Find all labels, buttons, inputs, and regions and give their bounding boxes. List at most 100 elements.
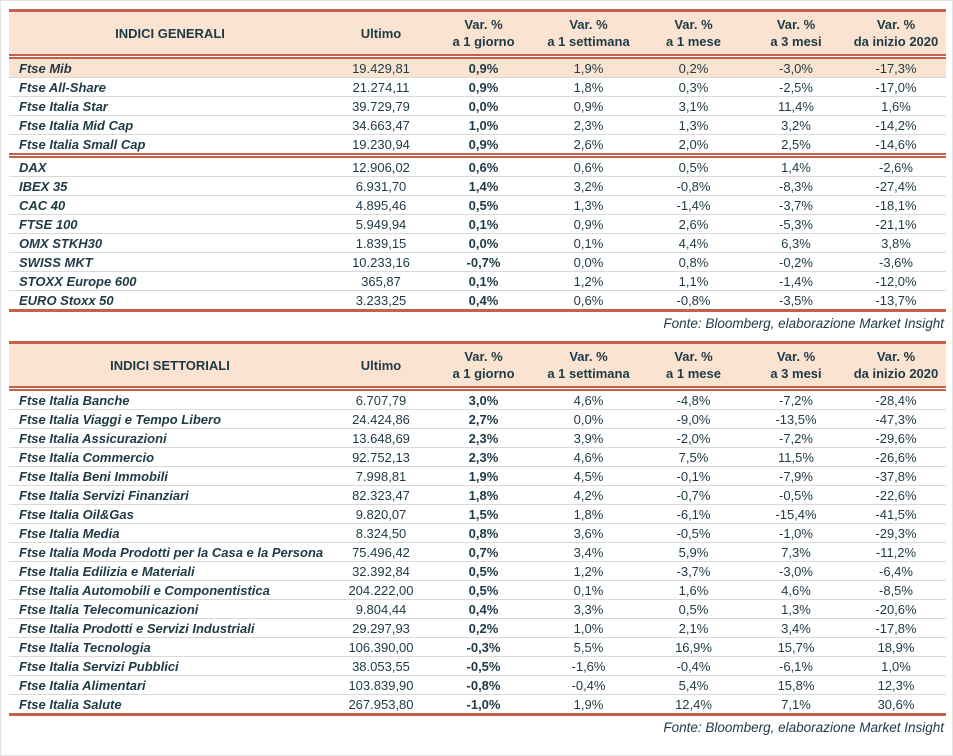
ultimo-value: 19.429,81 [331,58,431,78]
index-name: CAC 40 [9,195,331,215]
ultimo-value: 29.297,93 [331,618,431,638]
var-1-mese-value: 2,6% [641,214,746,234]
col-header-var-1-giorno: Var. % a 1 giorno [431,10,536,55]
var-1-giorno-value: 0,9% [431,58,536,78]
var-1-giorno-value: 2,3% [431,447,536,467]
var-1-mese-value: 2,0% [678,137,709,152]
table-title: INDICI SETTORIALI [9,342,331,387]
var-3-mesi-value: 3,2% [746,115,846,135]
var-1-mese-value: -0,8% [676,293,711,308]
table-row: Ftse Italia Mid Cap 34.663,47 1,0% 2,3% 1,3%… [9,115,946,135]
ultimo-value: 6.931,70 [331,176,431,196]
col-header-var-inizio-2020: Var. % da inizio 2020 [846,342,946,387]
var-1-settimana-value: 1,9% [573,697,604,712]
index-name: Ftse Italia Servizi Pubblici [9,656,331,676]
var-3-mesi-value: 15,8% [746,675,846,695]
indici-settoriali-table: INDICI SETTORIALI Ultimo Var. % a 1 gior… [9,341,946,716]
var-1-giorno-value: 0,1% [431,271,536,291]
var-1-mese-value: -0,8% [641,176,746,196]
var-label: Var. % [776,349,816,364]
index-name: DAX [9,157,331,177]
var-inizio-2020-value: -41,5% [846,504,946,524]
source-note: Fonte: Bloomberg, elaborazione Market In… [663,720,944,735]
var-inizio-2020-value: -29,6% [846,428,946,448]
var-1-settimana-value: 3,3% [536,599,641,619]
var-3-mesi-value: -0,2% [746,252,846,272]
col-header-var-1-mese: Var. % a 1 mese [641,342,746,387]
var-1-mese-value: 0,2% [641,58,746,78]
var-1-giorno-value: 0,9% [431,77,536,97]
index-name: OMX STKH30 [9,233,331,253]
var-1-mese-value: 0,5% [641,599,746,619]
var-label: Var. % [464,349,503,364]
var-inizio-2020-value: 3,8% [846,233,946,253]
ultimo-value: 103.839,90 [331,675,431,695]
var-1-settimana-value: 2,6% [573,137,604,152]
var-1-settimana-value: 5,5% [536,637,641,657]
var-3-mesi-value: -1,4% [746,271,846,291]
table-row: Ftse All-Share 21.274,11 0,9% 1,8% 0,3% -2,5%… [9,77,946,97]
index-name: Ftse Italia Oil&Gas [9,504,331,524]
var-3-mesi-value: 7,1% [781,697,811,712]
group-separator [9,153,946,158]
ultimo-value: 75.496,42 [331,542,431,562]
ultimo-value: 21.274,11 [331,77,431,97]
ultimo-value: 82.323,47 [331,485,431,505]
table-row: Ftse Italia Commercio 92.752,13 2,3% 4,6% 7,… [9,447,946,467]
index-name: Ftse Italia Edilizia e Materiali [9,561,331,581]
var-1-settimana-value: 0,0% [536,252,641,272]
var-period: a 3 mesi [770,366,822,381]
var-1-settimana-value: 0,9% [536,96,641,116]
var-1-settimana-value: 0,6% [536,157,641,177]
var-inizio-2020-value: -12,0% [846,271,946,291]
index-name: Ftse Italia Alimentari [9,675,331,695]
var-label: Var. % [464,17,503,32]
var-1-settimana-value: 3,9% [536,428,641,448]
var-label: Var. % [876,17,916,32]
index-name: IBEX 35 [9,176,331,196]
table-row: STOXX Europe 600 365,87 0,1% 1,2% 1,1% -1,4% -… [9,271,946,291]
var-1-giorno-value: 0,1% [431,214,536,234]
var-label: Var. % [674,17,713,32]
table-row: DAX 12.906,02 0,6% 0,6% 0,5% 1,4% -2,6% [9,157,946,177]
table-row: EURO Stoxx 50 3.233,25 0,4% 0,6% -0,8% -3,5% -… [9,291,946,311]
var-1-settimana-value: 4,5% [536,466,641,486]
var-1-settimana-value: 0,9% [536,214,641,234]
var-label: Var. % [876,349,916,364]
var-1-giorno-value: -0,8% [431,675,536,695]
var-inizio-2020-value: 1,6% [846,96,946,116]
var-1-giorno-value: 0,2% [431,618,536,638]
var-3-mesi-value: 11,5% [746,447,846,467]
ultimo-value: 6.707,79 [331,390,431,410]
ultimo-value: 106.390,00 [331,637,431,657]
var-1-mese-value: 0,3% [641,77,746,97]
var-label: Var. % [776,17,816,32]
var-1-giorno-value: 0,9% [468,137,499,152]
var-1-giorno-value: 0,5% [431,195,536,215]
var-period: da inizio 2020 [853,34,939,49]
var-3-mesi-value: -5,3% [746,214,846,234]
table-row: Ftse Italia Beni Immobili 7.998,81 1,9% 4,5… [9,466,946,486]
var-1-mese-value: -0,1% [641,466,746,486]
var-period: a 1 giorno [452,366,515,381]
var-inizio-2020-value: -21,1% [846,214,946,234]
var-inizio-2020-value: 18,9% [846,637,946,657]
var-period: a 1 mese [666,366,721,381]
var-1-settimana-value: 4,2% [536,485,641,505]
ultimo-value: 7.998,81 [331,466,431,486]
var-1-settimana-value: 3,2% [536,176,641,196]
ultimo-value: 13.648,69 [331,428,431,448]
col-header-var-3-mesi: Var. % a 3 mesi [746,10,846,55]
var-1-giorno-value: 0,0% [431,96,536,116]
table-row: Ftse Italia Servizi Finanziari 82.323,47 1… [9,485,946,505]
index-name: Ftse Italia Assicurazioni [9,428,331,448]
ultimo-value: 9.820,07 [331,504,431,524]
var-1-mese-value: 5,4% [641,675,746,695]
var-1-mese-value: 1,1% [641,271,746,291]
index-name: EURO Stoxx 50 [19,293,114,308]
col-header-var-1-mese: Var. % a 1 mese [641,10,746,55]
var-inizio-2020-value: -18,1% [846,195,946,215]
var-1-mese-value: 4,4% [641,233,746,253]
var-inizio-2020-value: -13,7% [875,293,917,308]
var-1-mese-value: 2,1% [641,618,746,638]
